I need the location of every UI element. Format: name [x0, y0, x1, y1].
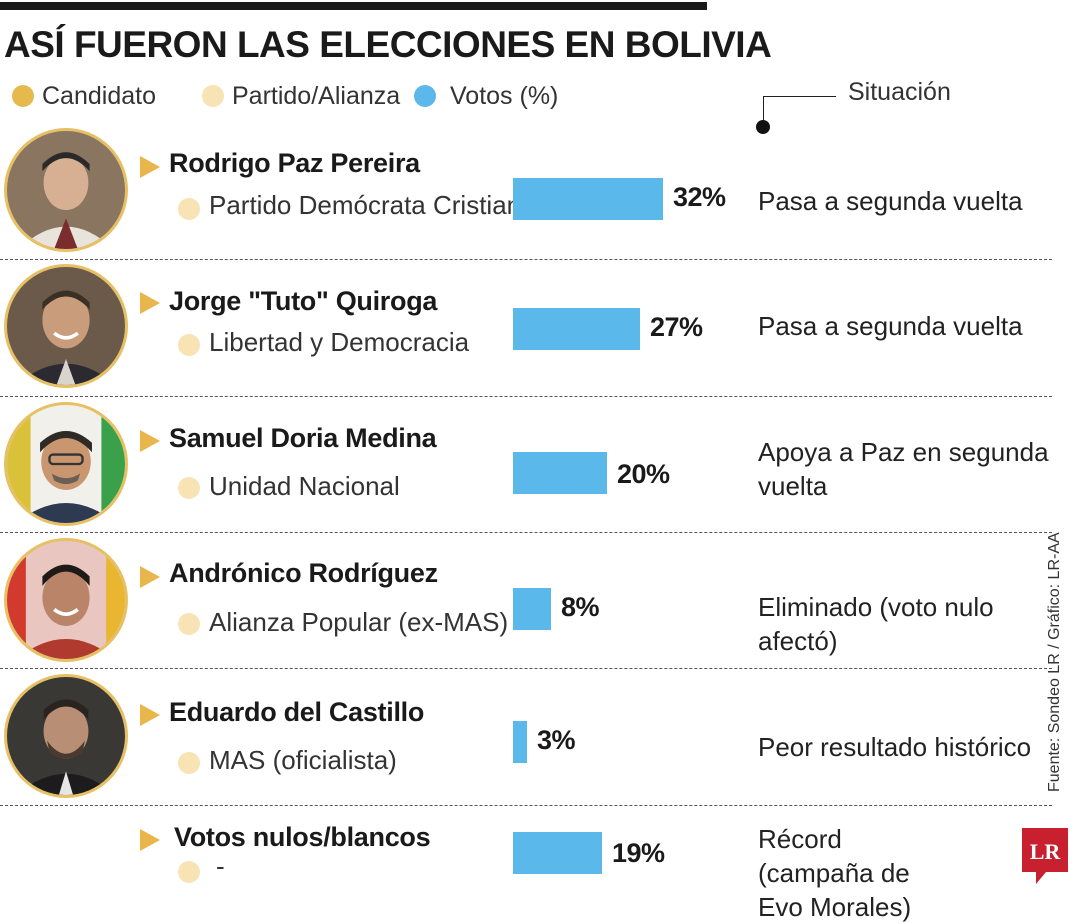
candidate-dot-icon — [12, 85, 34, 107]
situation-header: Situación — [848, 78, 951, 106]
legend-votes: Votos (%) — [414, 80, 558, 112]
candidate-name: Eduardo del Castillo — [169, 697, 425, 727]
party-name: Libertad y Democracia — [209, 327, 470, 357]
candidate-marker-icon — [140, 292, 160, 314]
source-note: Fuente: Sondeo LR / Gráfico: LR-AA — [1046, 532, 1063, 792]
party-dot-icon — [178, 334, 200, 356]
party-name: Unidad Nacional — [209, 471, 400, 501]
row-divider — [0, 259, 1052, 260]
party-dot-icon — [178, 198, 200, 220]
candidate-photo-quiroga — [4, 264, 128, 388]
lr-logo: LR — [1022, 828, 1068, 886]
candidate-photo-rodriguez — [4, 538, 128, 662]
candidate-photo-del-castillo — [4, 674, 128, 798]
logo-text: LR — [1030, 839, 1062, 864]
candidate-name: Jorge "Tuto" Quiroga — [169, 286, 438, 316]
pct-label-del-castillo: 3% — [537, 725, 576, 755]
pct-label-doria-medina: 20% — [617, 459, 670, 489]
top-rule — [0, 2, 707, 10]
candidate-photo-paz — [4, 128, 128, 252]
party-name: MAS (oficialista) — [209, 745, 397, 775]
status-text: Eliminado (voto nulo afectó) — [758, 592, 994, 656]
party-dot-icon — [178, 752, 200, 774]
row-divider — [0, 668, 1052, 669]
candidate-name: Samuel Doria Medina — [169, 423, 437, 453]
pct-label-paz: 32% — [673, 182, 726, 212]
candidate-marker-icon — [140, 430, 160, 452]
status-text: Pasa a segunda vuelta — [758, 311, 1023, 341]
row-divider — [0, 532, 1052, 533]
bar-quiroga — [513, 308, 640, 350]
party-dot-icon — [178, 477, 200, 499]
pct-label-rodriguez: 8% — [561, 592, 600, 622]
situation-dot-icon — [756, 120, 770, 134]
status-text: Peor resultado histórico — [758, 732, 1032, 762]
party-dot-icon — [178, 613, 200, 635]
bar-paz — [513, 178, 663, 220]
legend-party-label: Partido/Alianza — [232, 81, 401, 110]
legend-candidate: Candidato — [12, 80, 156, 112]
party-dot-icon — [202, 85, 224, 107]
legend-party: Partido/Alianza — [202, 80, 400, 112]
status-text: Apoya a Paz en segunda vuelta — [758, 437, 1049, 501]
candidate-marker-icon — [140, 156, 160, 178]
party-name: - — [216, 851, 225, 881]
candidate-marker-icon — [140, 704, 160, 726]
situation-leader-line — [763, 96, 836, 129]
row-divider — [0, 396, 1052, 397]
votes-dot-icon — [414, 85, 436, 107]
candidate-marker-icon — [140, 566, 160, 588]
status-text: Pasa a segunda vuelta — [758, 186, 1023, 216]
pct-label-quiroga: 27% — [650, 312, 703, 342]
row-divider — [0, 805, 1052, 806]
candidate-name: Andrónico Rodríguez — [169, 558, 438, 588]
party-name: Alianza Popular (ex-MAS) — [209, 607, 509, 637]
party-name: Partido Demócrata Cristiano — [209, 190, 536, 220]
candidate-photo-doria-medina — [4, 402, 128, 526]
legend-votes-label: Votos (%) — [450, 81, 559, 110]
candidate-name: Votos nulos/blancos — [174, 822, 431, 852]
page-title: ASÍ FUERON LAS ELECCIONES EN BOLIVIA — [4, 24, 772, 65]
status-text: Récord (campaña de Evo Morales) — [758, 824, 912, 922]
pct-label-nulos-blancos: 19% — [612, 838, 665, 868]
bar-rodriguez — [513, 588, 551, 630]
party-dot-icon — [178, 861, 200, 883]
legend-candidate-label: Candidato — [42, 81, 156, 110]
bar-nulos-blancos — [513, 832, 602, 874]
candidate-name: Rodrigo Paz Pereira — [169, 148, 420, 178]
candidate-marker-icon — [140, 829, 160, 851]
bar-del-castillo — [513, 721, 527, 763]
bar-doria-medina — [513, 452, 607, 494]
